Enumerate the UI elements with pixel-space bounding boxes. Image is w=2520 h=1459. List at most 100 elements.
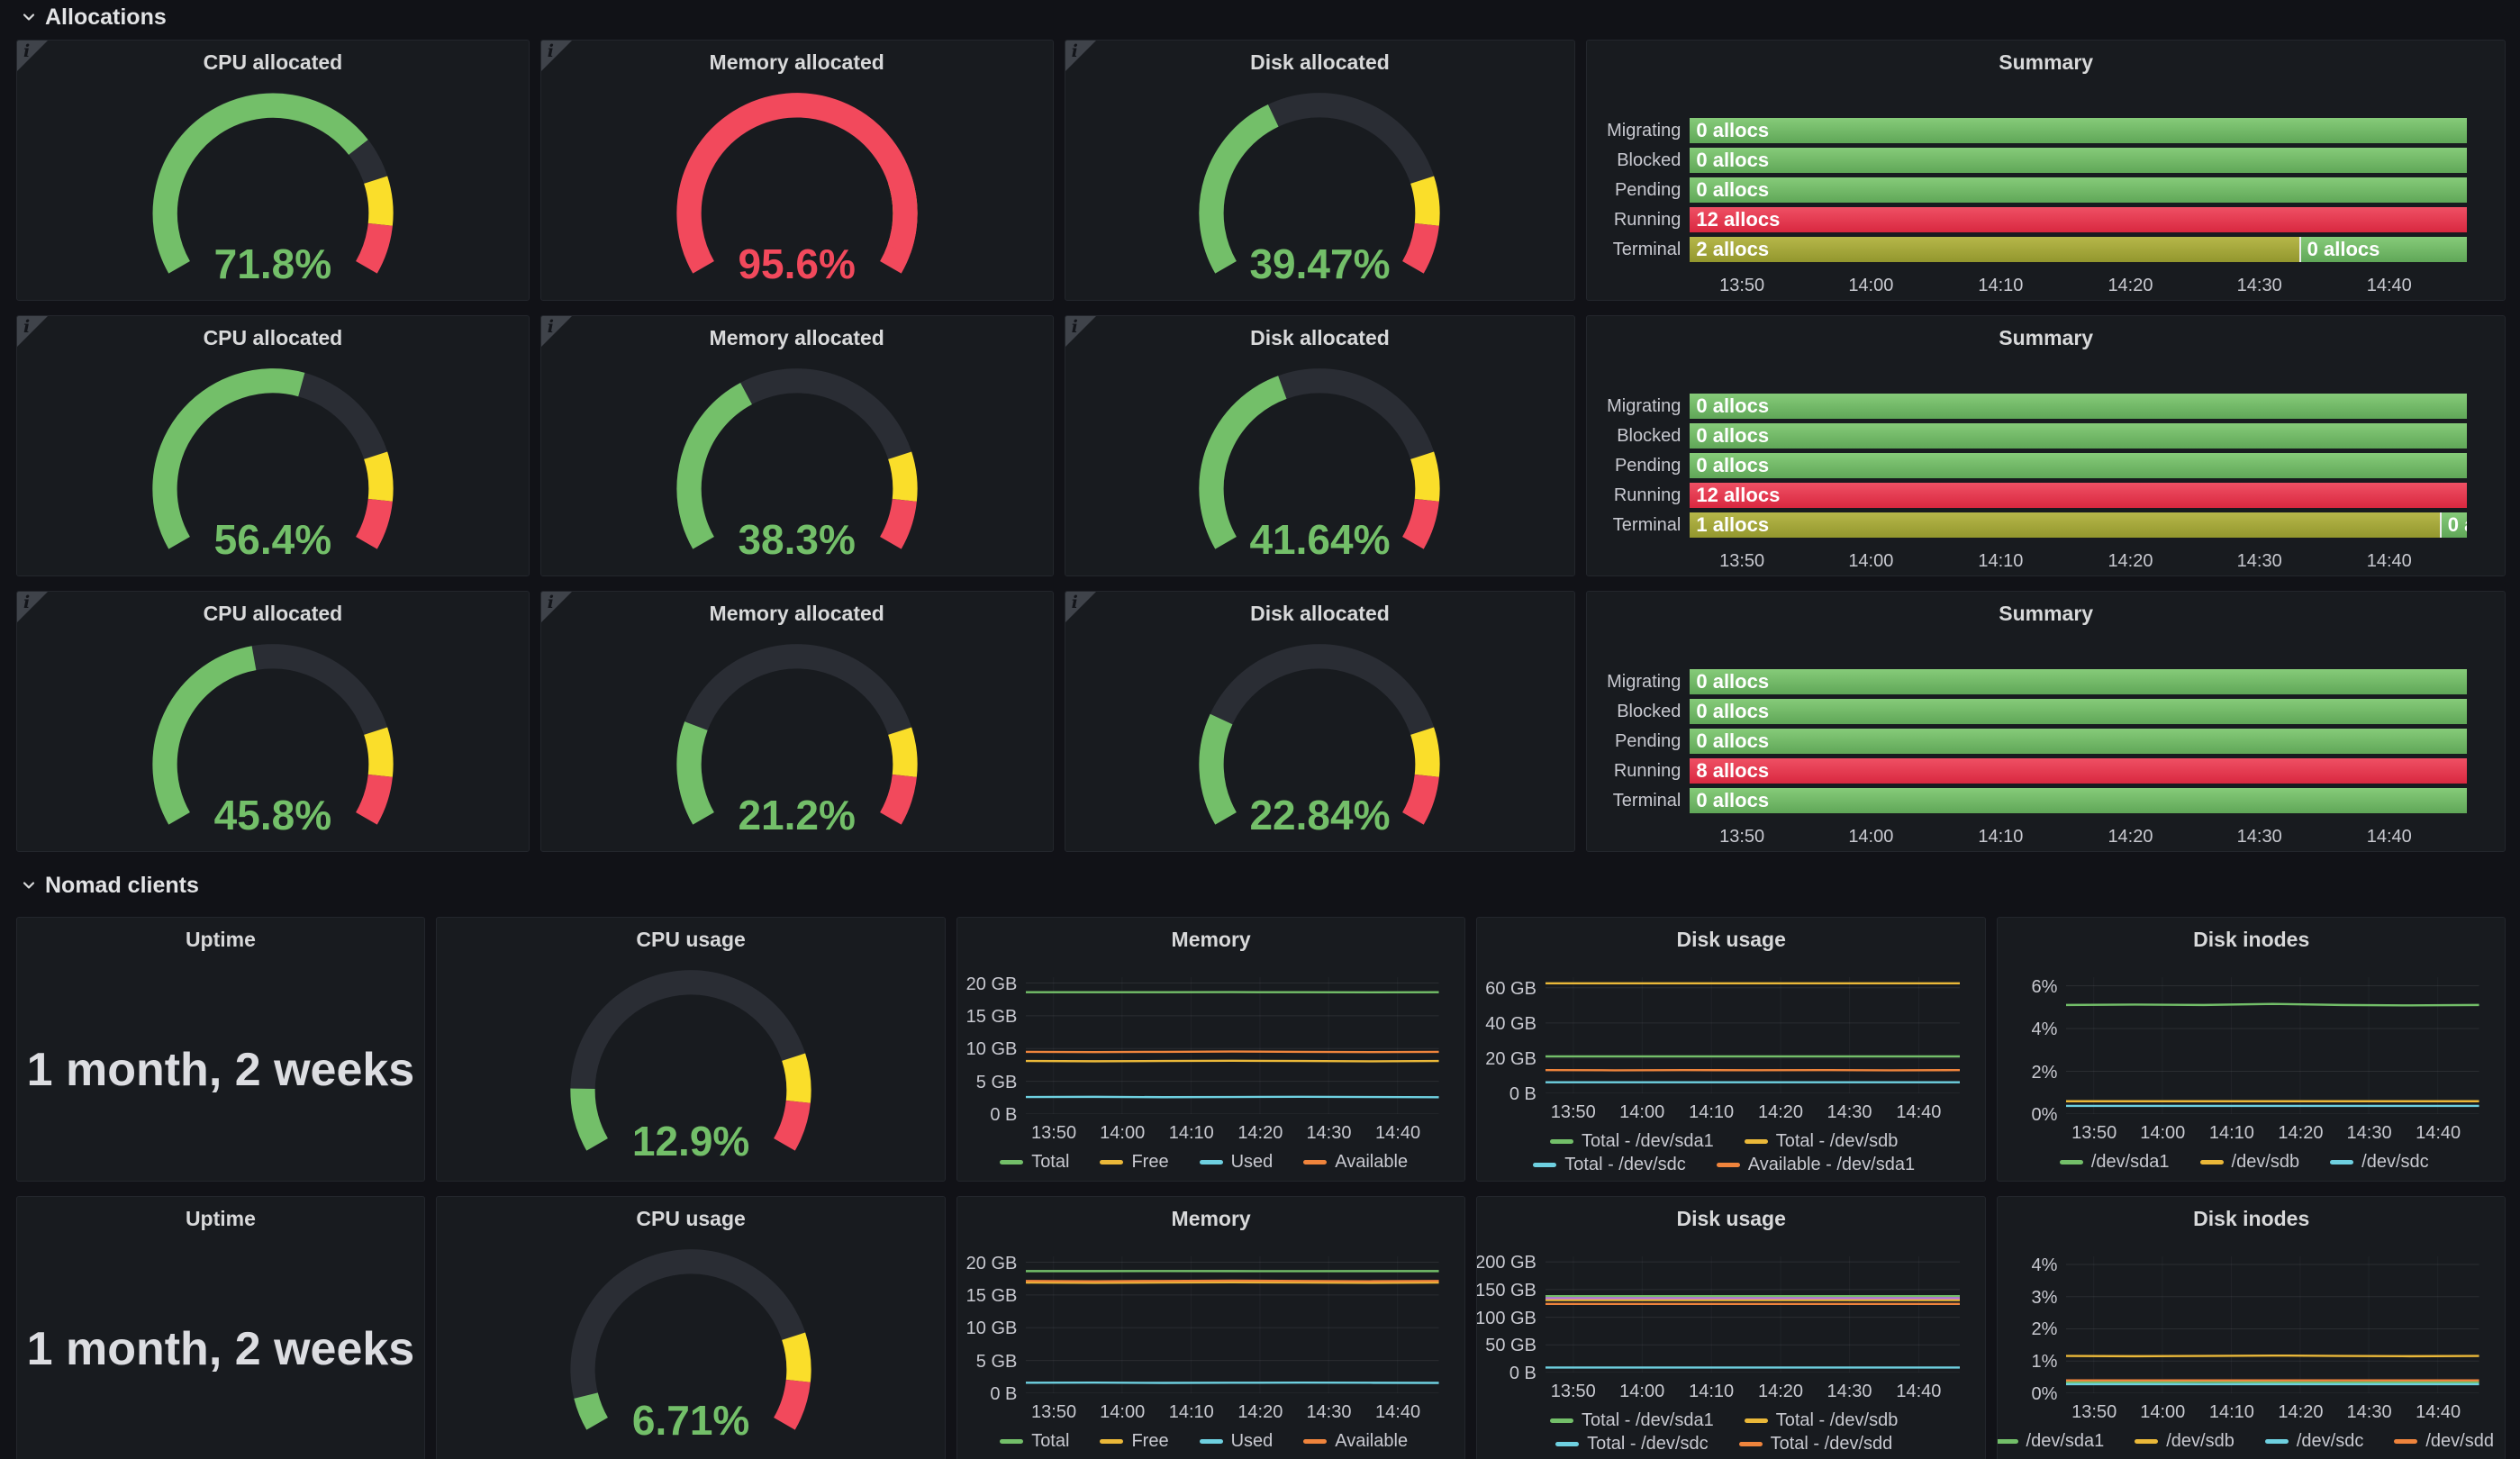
panel-title[interactable]: Memory allocated	[709, 50, 884, 74]
legend-item-used[interactable]: Used	[1199, 1152, 1273, 1173]
legend-item-dev-sda1[interactable]: /dev/sda1	[1998, 1431, 2104, 1452]
legend-label: /dev/sdc	[2296, 1431, 2364, 1451]
legend-item-total-dev-sda1[interactable]: Total - /dev/sda1	[1549, 1131, 1714, 1152]
legend-item-free[interactable]: Free	[1100, 1152, 1169, 1173]
state-timeline-track: 0 allocs	[1690, 453, 2467, 478]
panel-info-icon[interactable]: i	[1065, 592, 1096, 622]
panel-title[interactable]: Summary	[1999, 50, 2094, 74]
alloc-segment[interactable]: 0 allocs	[1690, 453, 2467, 478]
panel-title[interactable]: Summary	[1999, 326, 2094, 349]
alloc-segment[interactable]: 0 allocs	[1690, 699, 2467, 724]
alloc-segment[interactable]: 0 allocs	[2298, 237, 2467, 262]
legend-item-total[interactable]: Total	[1000, 1152, 1069, 1173]
panel-title[interactable]: Uptime	[185, 928, 256, 951]
legend-item-dev-sda1[interactable]: /dev/sda1	[2059, 1152, 2170, 1173]
panel-title[interactable]: Disk inodes	[2193, 928, 2310, 951]
alloc-segment[interactable]: 2 allocs	[1690, 237, 2299, 262]
panel-disk-allocated: i Disk allocated 22.84%	[1064, 591, 1576, 852]
legend-item-dev-sdb[interactable]: /dev/sdb	[2135, 1431, 2234, 1452]
legend-item-total-dev-sdc[interactable]: Total - /dev/sdc	[1533, 1155, 1686, 1175]
alloc-count: 0 allocs	[1696, 178, 1770, 201]
panel-info-icon[interactable]: i	[540, 41, 572, 71]
legend-item-total-dev-sdb[interactable]: Total - /dev/sdb	[1744, 1410, 1898, 1431]
legend-item-available[interactable]: Available	[1303, 1431, 1408, 1452]
panel-title[interactable]: Disk allocated	[1250, 326, 1390, 349]
alloc-segment[interactable]: 12 allocs	[1690, 207, 2467, 232]
alloc-segment[interactable]: 0 allocs	[1690, 729, 2467, 754]
panel-disk-inodes: Disk inodes 6% 4% 2% 0% 13:50 14:00 14:10 14:20 1…	[1997, 917, 2506, 1182]
panel-info-icon[interactable]: i	[540, 316, 572, 347]
legend-color-dash	[1716, 1163, 1740, 1167]
legend-color-dash	[1533, 1163, 1557, 1167]
x-axis-tick: 13:50	[1031, 1123, 1077, 1143]
panel-info-icon[interactable]: i	[1065, 41, 1096, 71]
panel-title[interactable]: CPU allocated	[203, 50, 343, 74]
legend-item-dev-sdb[interactable]: /dev/sdb	[2199, 1152, 2299, 1173]
panel-info-icon[interactable]: i	[540, 592, 572, 622]
panel-info-icon[interactable]: i	[17, 592, 48, 622]
panel-title[interactable]: Summary	[1999, 602, 2094, 625]
panel-cpu-allocated: i CPU allocated 45.8%	[16, 591, 530, 852]
legend-item-available[interactable]: Available	[1303, 1152, 1408, 1173]
panel-title[interactable]: CPU usage	[636, 928, 746, 951]
legend-item-total[interactable]: Total	[1000, 1431, 1069, 1452]
state-timeline-row: Migrating 0 allocs	[1596, 669, 2467, 694]
legend-item-total-dev-sdb[interactable]: Total - /dev/sdb	[1744, 1131, 1898, 1152]
legend-label: /dev/sdb	[2166, 1431, 2234, 1451]
alloc-segment[interactable]: 0 allocs	[1690, 177, 2467, 203]
state-timeline-track: 12 allocs	[1690, 207, 2467, 232]
panel-title[interactable]: CPU usage	[636, 1207, 746, 1230]
legend-item-free[interactable]: Free	[1100, 1431, 1169, 1452]
legend-item-total-dev-sda1[interactable]: Total - /dev/sda1	[1549, 1410, 1714, 1431]
alloc-segment[interactable]: 0 allocs	[2439, 512, 2467, 538]
panel-title[interactable]: Memory allocated	[709, 602, 884, 625]
legend-item-used[interactable]: Used	[1199, 1431, 1273, 1452]
alloc-count: 0 allocs	[1696, 119, 1770, 141]
panel-info-icon[interactable]: i	[17, 41, 48, 71]
panel-uptime: Uptime 1 month, 2 weeks	[16, 917, 425, 1182]
alloc-segment[interactable]: 0 allocs	[1690, 394, 2467, 419]
section-header-nomad-clients[interactable]: Nomad clients	[18, 870, 2506, 901]
panel-title[interactable]: Uptime	[185, 1207, 256, 1230]
state-timeline-row: Running 8 allocs	[1596, 758, 2467, 784]
panel-title[interactable]: CPU allocated	[203, 602, 343, 625]
state-timeline-row: Terminal 2 allocs 0 allocs	[1596, 237, 2467, 262]
legend-label: /dev/sdd	[2425, 1431, 2494, 1451]
y-axis: 4% 3% 2% 1% 0%	[2008, 1255, 2066, 1404]
panel-title[interactable]: Memory	[1171, 928, 1251, 951]
x-axis-tick: 14:30	[2346, 1402, 2392, 1422]
y-axis: 6% 4% 2% 0%	[2008, 977, 2066, 1126]
panel-title[interactable]: Disk allocated	[1250, 50, 1390, 74]
legend-item-available-dev-sda1[interactable]: Available - /dev/sda1	[1716, 1155, 1915, 1175]
y-axis-tick: 5 GB	[975, 1072, 1018, 1092]
panel-info-icon[interactable]: i	[17, 316, 48, 347]
alloc-segment[interactable]: 0 allocs	[1690, 788, 2467, 813]
series-line-available	[1026, 1281, 1439, 1282]
panel-info-icon[interactable]: i	[1065, 316, 1096, 347]
section-header-allocations[interactable]: Allocations	[18, 2, 2506, 32]
alloc-segment[interactable]: 12 allocs	[1690, 483, 2467, 508]
panel-title[interactable]: CPU allocated	[203, 326, 343, 349]
x-axis-tick: 14:40	[1896, 1382, 1942, 1401]
alloc-segment[interactable]: 1 allocs	[1690, 512, 2440, 538]
panel-title[interactable]: Disk inodes	[2193, 1207, 2310, 1230]
alloc-segment[interactable]: 0 allocs	[1690, 148, 2467, 173]
alloc-segment[interactable]: 0 allocs	[1690, 669, 2467, 694]
panel-title[interactable]: Disk allocated	[1250, 602, 1390, 625]
alloc-segment[interactable]: 0 allocs	[1690, 423, 2467, 449]
state-timeline-row: Terminal 0 allocs	[1596, 788, 2467, 813]
alloc-segment[interactable]: 0 allocs	[1690, 118, 2467, 143]
panel-title[interactable]: Disk usage	[1676, 1207, 1786, 1230]
legend-item-dev-sdc[interactable]: /dev/sdc	[2330, 1152, 2429, 1173]
panel-memory-allocated: i Memory allocated 21.2%	[539, 591, 1054, 852]
panel-title[interactable]: Disk usage	[1676, 928, 1786, 951]
panel-title[interactable]: Memory	[1171, 1207, 1251, 1230]
alloc-segment[interactable]: 8 allocs	[1690, 758, 2467, 784]
legend-item-dev-sdd[interactable]: /dev/sdd	[2394, 1431, 2494, 1452]
gauge-value: 41.64%	[1249, 516, 1391, 563]
panel-title[interactable]: Memory allocated	[709, 326, 884, 349]
legend-item-total-dev-sdd[interactable]: Total - /dev/sdd	[1738, 1434, 1892, 1454]
legend-item-dev-sdc[interactable]: /dev/sdc	[2264, 1431, 2364, 1452]
legend-item-total-dev-sdc[interactable]: Total - /dev/sdc	[1555, 1434, 1709, 1454]
gauge: 95.6%	[662, 86, 932, 288]
